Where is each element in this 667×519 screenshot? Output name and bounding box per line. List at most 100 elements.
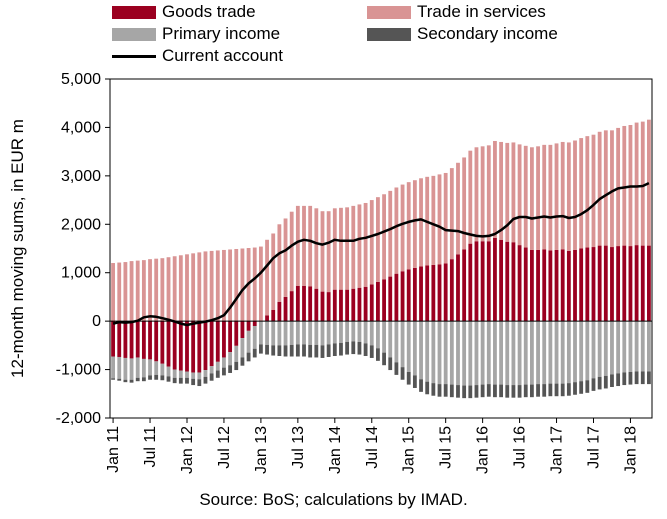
bar-primary-income [135, 357, 140, 378]
bar-goods-trade [406, 269, 411, 322]
bar-primary-income [493, 321, 497, 385]
bar-trade-in-services [486, 145, 491, 242]
bar-trade-in-services [597, 131, 602, 246]
bar-trade-in-services [406, 182, 411, 270]
bar-primary-income [178, 370, 183, 378]
bar-goods-trade [468, 243, 473, 322]
bar-trade-in-services [345, 207, 350, 290]
bar-secondary-income [388, 357, 393, 371]
bar-primary-income [271, 321, 276, 346]
bar-secondary-income [406, 371, 411, 385]
bar-trade-in-services [474, 147, 479, 242]
bar-goods-trade [197, 321, 202, 373]
bar-secondary-income [437, 384, 442, 397]
legend-swatch-primary-income [112, 27, 156, 41]
bar-primary-income [228, 352, 233, 366]
bar-trade-in-services [178, 255, 183, 322]
bar-primary-income [610, 321, 614, 375]
bar-goods-trade [536, 249, 540, 322]
bar-goods-trade [129, 321, 134, 359]
bar-primary-income [154, 361, 159, 375]
bar-primary-income [382, 321, 386, 353]
x-tick-label: Jan 13 [253, 426, 270, 474]
bar-goods-trade [351, 288, 356, 322]
bar-goods-trade [271, 310, 276, 322]
bar-secondary-income [277, 345, 282, 357]
bar-trade-in-services [462, 157, 467, 250]
bar-primary-income [209, 366, 214, 374]
bar-trade-in-services [320, 211, 325, 292]
bar-goods-trade [332, 289, 337, 322]
bar-goods-trade [185, 321, 189, 372]
bar-primary-income [222, 357, 226, 368]
bar-goods-trade [603, 245, 608, 322]
bar-primary-income [394, 321, 399, 363]
bar-secondary-income [628, 371, 633, 385]
bar-primary-income [462, 321, 467, 386]
bar-trade-in-services [363, 202, 368, 287]
bar-primary-income [474, 321, 479, 386]
bar-primary-income [542, 321, 547, 385]
bar-secondary-income [511, 385, 516, 398]
bar-goods-trade [585, 247, 590, 322]
bar-trade-in-services [117, 262, 122, 322]
bar-primary-income [203, 370, 208, 377]
bar-goods-trade [283, 296, 288, 322]
bar-goods-trade [640, 245, 645, 322]
x-tick-label: Jan 17 [549, 426, 566, 474]
bar-secondary-income [283, 345, 288, 357]
bar-goods-trade [191, 321, 196, 373]
bar-secondary-income [197, 379, 202, 387]
bar-primary-income [289, 321, 294, 345]
bar-secondary-income [376, 348, 380, 361]
bar-secondary-income [456, 385, 460, 398]
bar-goods-trade [209, 321, 214, 367]
bar-trade-in-services [376, 197, 380, 282]
bar-primary-income [240, 338, 245, 358]
bar-trade-in-services [271, 233, 276, 311]
bar-secondary-income [222, 367, 226, 376]
bar-primary-income [529, 321, 534, 385]
bar-secondary-income [111, 378, 115, 380]
bar-primary-income [560, 321, 565, 384]
bar-goods-trade [486, 241, 491, 322]
bar-secondary-income [647, 371, 651, 385]
bar-trade-in-services [585, 136, 590, 248]
bar-secondary-income [505, 385, 510, 398]
bar-primary-income [326, 321, 331, 345]
bar-primary-income [166, 366, 171, 377]
bar-goods-trade [560, 249, 565, 322]
bar-secondary-income [363, 343, 368, 357]
bar-goods-trade [622, 245, 627, 322]
y-tick-label: 1,000 [61, 265, 101, 282]
bar-trade-in-services [616, 127, 621, 247]
bar-primary-income [148, 359, 152, 376]
bar-goods-trade [388, 276, 393, 322]
bar-primary-income [505, 321, 510, 386]
bar-goods-trade [203, 321, 208, 371]
bar-trade-in-services [449, 168, 454, 260]
bar-secondary-income [203, 376, 208, 384]
bar-trade-in-services [542, 144, 547, 250]
bar-goods-trade [394, 273, 399, 322]
bar-primary-income [129, 358, 134, 380]
bar-primary-income [234, 345, 239, 362]
bar-primary-income [597, 321, 602, 377]
bar-secondary-income [597, 376, 602, 390]
bar-goods-trade [505, 241, 510, 322]
bar-primary-income [486, 321, 491, 385]
bar-goods-trade [456, 254, 460, 322]
bar-trade-in-services [603, 130, 608, 246]
bar-trade-in-services [388, 190, 393, 277]
bar-secondary-income [345, 341, 350, 355]
bar-primary-income [314, 321, 319, 345]
bar-trade-in-services [480, 146, 485, 242]
bar-primary-income [388, 321, 393, 358]
bar-trade-in-services [493, 140, 497, 238]
bar-trade-in-services [412, 180, 417, 268]
bar-secondary-income [265, 344, 269, 355]
bar-primary-income [536, 321, 540, 385]
bar-goods-trade [628, 246, 633, 322]
y-tick-label: 3,000 [61, 168, 101, 185]
bar-trade-in-services [166, 257, 171, 322]
